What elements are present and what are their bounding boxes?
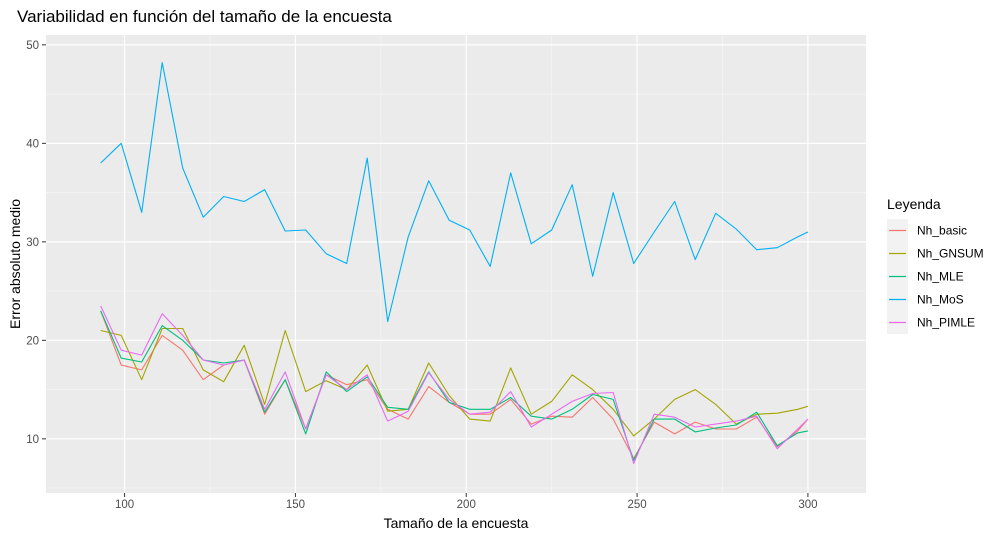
y-tick-label: 30 xyxy=(26,237,39,249)
legend-label: Nh_MoS xyxy=(917,293,964,307)
series-lines xyxy=(100,62,809,465)
legend-label: Nh_MLE xyxy=(917,270,964,284)
y-tick-label: 40 xyxy=(26,138,39,150)
x-tick-label: 150 xyxy=(286,499,305,511)
chart-title: Variabilidad en función del tamaño de la… xyxy=(17,7,392,26)
x-tick-label: 100 xyxy=(115,499,134,511)
y-tick-label: 20 xyxy=(26,335,39,347)
series-line-nh-basic xyxy=(100,310,809,460)
grid-minor xyxy=(46,35,866,493)
legend: Leyenda Nh_basic Nh_GNSUM Nh_MLE Nh_MoS Nh_P… xyxy=(887,196,984,334)
x-tick-label: 250 xyxy=(627,499,646,511)
x-tick-label: 200 xyxy=(457,499,476,511)
legend-label: Nh_basic xyxy=(917,224,967,238)
series-line-nh-mos xyxy=(100,62,809,323)
x-axis: 100 150 200 250 300 xyxy=(115,493,818,511)
plot-panel xyxy=(46,35,866,493)
x-axis-title: Tamaño de la encuesta xyxy=(384,515,529,531)
legend-label: Nh_PIMLE xyxy=(917,316,975,330)
y-tick-label: 10 xyxy=(26,434,39,446)
x-tick-label: 300 xyxy=(798,499,817,511)
series-line-nh-mle xyxy=(100,310,809,462)
legend-label: Nh_GNSUM xyxy=(917,247,984,261)
y-axis-title: Error absoluto medio xyxy=(7,199,23,329)
series-line-nh-pimle xyxy=(100,305,809,465)
legend-title: Leyenda xyxy=(887,196,941,212)
y-tick-label: 50 xyxy=(26,40,39,52)
grid-major xyxy=(46,35,866,493)
y-axis: 10 20 30 40 50 xyxy=(26,40,46,446)
